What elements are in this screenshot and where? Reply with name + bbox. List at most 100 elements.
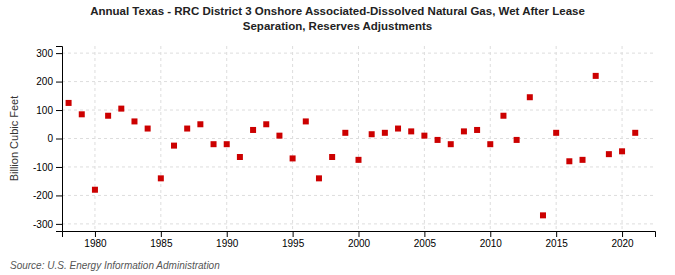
x-tick-label: 1980 [84, 238, 107, 249]
point [92, 187, 98, 193]
title-line: Annual Texas - RRC District 3 Onshore As… [90, 5, 585, 17]
point [118, 106, 124, 112]
point [290, 155, 296, 161]
x-grid-line [358, 46, 359, 231]
y-tick-mark [56, 139, 62, 140]
x-tick-mark [424, 231, 425, 237]
x-tick-label: 2005 [414, 238, 437, 249]
point [158, 175, 164, 181]
x-axis: 1980 1985 1990 1995 2000 2005 2010 2015 2020 [63, 231, 656, 249]
y-tick-mark [56, 167, 62, 168]
y-tick: -200 [33, 190, 62, 201]
x-tick: 1995 [282, 231, 305, 249]
x-tick-mark [556, 231, 557, 237]
point [276, 133, 282, 139]
x-grid-line [226, 46, 227, 231]
y-tick-mark [56, 110, 62, 111]
point [171, 143, 177, 149]
point [553, 130, 559, 136]
x-tick-label: 2000 [348, 238, 371, 249]
y-axis: -300 -200 -100 0 100 200 300 [33, 47, 63, 232]
point [408, 128, 414, 134]
x-grid-line [94, 46, 95, 231]
y-axis-line [56, 47, 63, 232]
point [606, 151, 612, 157]
x-tick: 2020 [611, 231, 634, 249]
grid [62, 46, 655, 231]
x-grid-line [292, 46, 293, 231]
point [593, 73, 599, 79]
y-tick-label: -100 [33, 162, 53, 173]
point [211, 141, 217, 147]
point [566, 158, 572, 164]
point [580, 157, 586, 163]
points [66, 73, 639, 218]
point [487, 141, 493, 147]
point [461, 128, 467, 134]
y-grid-line [62, 195, 655, 196]
point [145, 126, 151, 132]
point [224, 141, 230, 147]
x-tick-mark [490, 231, 491, 237]
x-grid-line [556, 46, 557, 231]
y-tick: 200 [36, 76, 62, 87]
x-tick-label: 1995 [282, 238, 305, 249]
point [540, 212, 546, 218]
point [184, 126, 190, 132]
point [632, 130, 638, 136]
x-tick-label: 1990 [216, 238, 239, 249]
point [342, 130, 348, 136]
x-tick: 2005 [414, 231, 437, 249]
point [448, 141, 454, 147]
y-axis-label: Billion Cubic Feet [8, 96, 20, 182]
point [395, 126, 401, 132]
x-tick: 1985 [150, 231, 173, 249]
point [131, 118, 137, 124]
point [79, 111, 85, 117]
x-tick-mark [227, 231, 228, 237]
point [66, 100, 72, 106]
x-tick-mark [161, 231, 162, 237]
x-tick-label: 2015 [546, 238, 569, 249]
y-tick: -300 [33, 219, 62, 230]
y-tick-mark [56, 82, 62, 83]
plot: 198019851990199520002005201020152020-300… [8, 46, 656, 249]
y-tick-label: -300 [33, 219, 53, 230]
chart: Annual Texas - RRC District 3 Onshore As… [0, 0, 675, 275]
point [619, 148, 625, 154]
y-tick-mark [56, 195, 62, 196]
x-tick-mark [622, 231, 623, 237]
point [303, 118, 309, 124]
point [500, 113, 506, 119]
x-grid-line [160, 46, 161, 231]
point [527, 94, 533, 100]
x-tick: 1990 [216, 231, 239, 249]
x-tick: 2015 [546, 231, 569, 249]
y-tick: -100 [33, 162, 62, 173]
x-tick-label: 2010 [480, 238, 503, 249]
x-grid-line [490, 46, 491, 231]
title: Annual Texas - RRC District 3 Onshore As… [90, 5, 585, 32]
y-tick: 300 [36, 48, 62, 59]
x-grid-line [622, 46, 623, 231]
y-grid-line [62, 81, 655, 82]
point [237, 154, 243, 160]
x-tick: 2010 [480, 231, 503, 249]
x-axis-line [63, 232, 656, 238]
y-grid-line [62, 110, 655, 111]
point [356, 157, 362, 163]
point [435, 137, 441, 143]
y-tick-mark [56, 224, 62, 225]
x-tick-mark [293, 231, 294, 237]
y-tick: 100 [36, 105, 62, 116]
point [329, 154, 335, 160]
x-tick: 2000 [348, 231, 371, 249]
point [369, 131, 375, 137]
y-tick-label: 200 [36, 76, 53, 87]
point [316, 175, 322, 181]
y-tick: 0 [47, 133, 62, 144]
y-tick-label: -200 [33, 190, 53, 201]
annotation: Source: U.S. Energy Information Administ… [10, 260, 220, 271]
point [197, 121, 203, 127]
point [514, 137, 520, 143]
